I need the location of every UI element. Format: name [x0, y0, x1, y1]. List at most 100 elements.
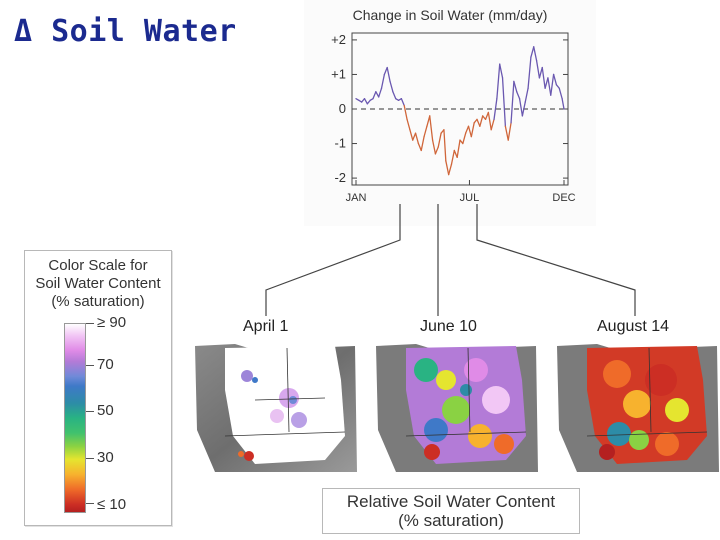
- series-segment: [465, 125, 470, 134]
- series-segment: [386, 66, 391, 83]
- legend-tick: [86, 458, 94, 459]
- slide-title: Δ Soil Water: [14, 14, 237, 49]
- series-segment: [482, 115, 487, 121]
- legend-label-50: 50: [97, 402, 114, 419]
- series-segment: [389, 80, 394, 93]
- series-segment: [412, 132, 417, 141]
- series-segment: [538, 66, 543, 79]
- series-segment: [450, 149, 455, 165]
- series-segment: [409, 129, 414, 141]
- series-segment: [501, 77, 507, 127]
- series-segment: [552, 73, 558, 86]
- legend-title-line: Soil Water Content: [35, 275, 161, 292]
- series-segment: [499, 63, 504, 79]
- series-segment: [375, 91, 380, 98]
- legend-label-10: ≤ 10: [97, 496, 127, 513]
- connector-april: [265, 204, 401, 316]
- map-june: [376, 340, 538, 472]
- series-segment: [462, 132, 467, 145]
- series-segment: [541, 66, 546, 89]
- y-tick-label: +2: [331, 32, 346, 47]
- series-segment: [504, 125, 509, 141]
- chart-svg: Change in Soil Water (mm/day) +2+10-1-2J…: [331, 7, 575, 204]
- series-segment: [453, 149, 458, 159]
- series-segment: [530, 46, 535, 58]
- series-segment: [544, 77, 549, 89]
- legend-tick: [86, 503, 94, 504]
- series-segment: [470, 122, 475, 138]
- series-segment: [366, 99, 371, 105]
- series-segment: [372, 91, 377, 100]
- series-segment: [496, 63, 501, 100]
- series-segment: [403, 104, 408, 121]
- x-tick-label: JAN: [346, 192, 367, 204]
- series-segment: [518, 97, 524, 117]
- y-tick-label: 0: [339, 101, 346, 116]
- series-segment: [431, 139, 437, 155]
- legend-tick: [86, 323, 94, 324]
- series-segment: [429, 115, 434, 141]
- connector-august: [476, 204, 636, 316]
- series-segment: [380, 73, 386, 89]
- y-tick-label: -2: [334, 170, 346, 185]
- legend-label-90: ≥ 90: [97, 314, 127, 331]
- series-segment: [417, 142, 422, 152]
- y-tick-label: -1: [334, 136, 346, 151]
- series-segment: [406, 118, 411, 131]
- series-segment: [434, 146, 439, 155]
- chart-title: Change in Soil Water (mm/day): [353, 7, 548, 23]
- series-segment: [361, 97, 366, 103]
- series-segment: [550, 73, 555, 96]
- series-segment: [426, 115, 431, 127]
- color-scale-legend: Color Scale for Soil Water Content (% sa…: [24, 250, 172, 526]
- series-segment: [558, 87, 563, 100]
- color-scale-bar: [64, 323, 86, 513]
- map-title-august: August 14: [597, 318, 670, 335]
- series-segment: [414, 132, 420, 145]
- caption-line-1: Relative Soil Water Content: [346, 492, 556, 511]
- series-segment: [383, 66, 388, 76]
- series-segment: [443, 129, 447, 162]
- series-segment: [487, 111, 492, 131]
- legend-label-70: 70: [97, 356, 114, 373]
- series-segment: [473, 118, 478, 124]
- legend-title-line: Color Scale for: [48, 257, 148, 274]
- series-segment: [513, 80, 518, 93]
- series-segment: [493, 97, 498, 121]
- series-segment: [561, 97, 565, 110]
- y-tick-label: +1: [331, 66, 346, 81]
- legend-label-30: 30: [97, 449, 114, 466]
- soil-water-change-chart: Change in Soil Water (mm/day) +2 +1 0 -1 -2 J…: [304, 0, 596, 226]
- series-segment: [400, 97, 405, 107]
- series-segment: [392, 91, 397, 100]
- series-segment: [456, 139, 461, 159]
- series-segment: [507, 122, 512, 141]
- x-tick-label: JUL: [460, 192, 480, 204]
- map-april: [195, 340, 357, 472]
- legend-tick: [86, 365, 94, 366]
- series-segment: [420, 135, 425, 152]
- legend-title-line: (% saturation): [51, 293, 145, 310]
- series-segment: [448, 163, 453, 176]
- map-title-april: April 1: [243, 318, 289, 335]
- series-segment: [527, 56, 532, 89]
- series-segment: [378, 87, 383, 98]
- series-segment: [521, 101, 526, 117]
- series-segment: [516, 91, 521, 100]
- caption-line-2: (% saturation): [398, 511, 504, 530]
- series-segment: [484, 111, 490, 121]
- series-segment: [524, 87, 529, 103]
- series-segment: [476, 118, 481, 127]
- series-segment: [510, 80, 515, 124]
- map-title-june: June 10: [420, 318, 477, 335]
- map-august: [557, 340, 719, 472]
- series-segment: [535, 59, 541, 79]
- x-tick-label: DEC: [552, 192, 575, 204]
- legend-title: Color Scale for Soil Water Content (% sa…: [25, 257, 171, 311]
- series-segment: [445, 160, 450, 176]
- series-segment: [423, 125, 428, 138]
- series-segment: [467, 125, 472, 138]
- legend-tick: [86, 411, 94, 412]
- maps-caption: Relative Soil Water Content (% saturatio…: [322, 488, 580, 534]
